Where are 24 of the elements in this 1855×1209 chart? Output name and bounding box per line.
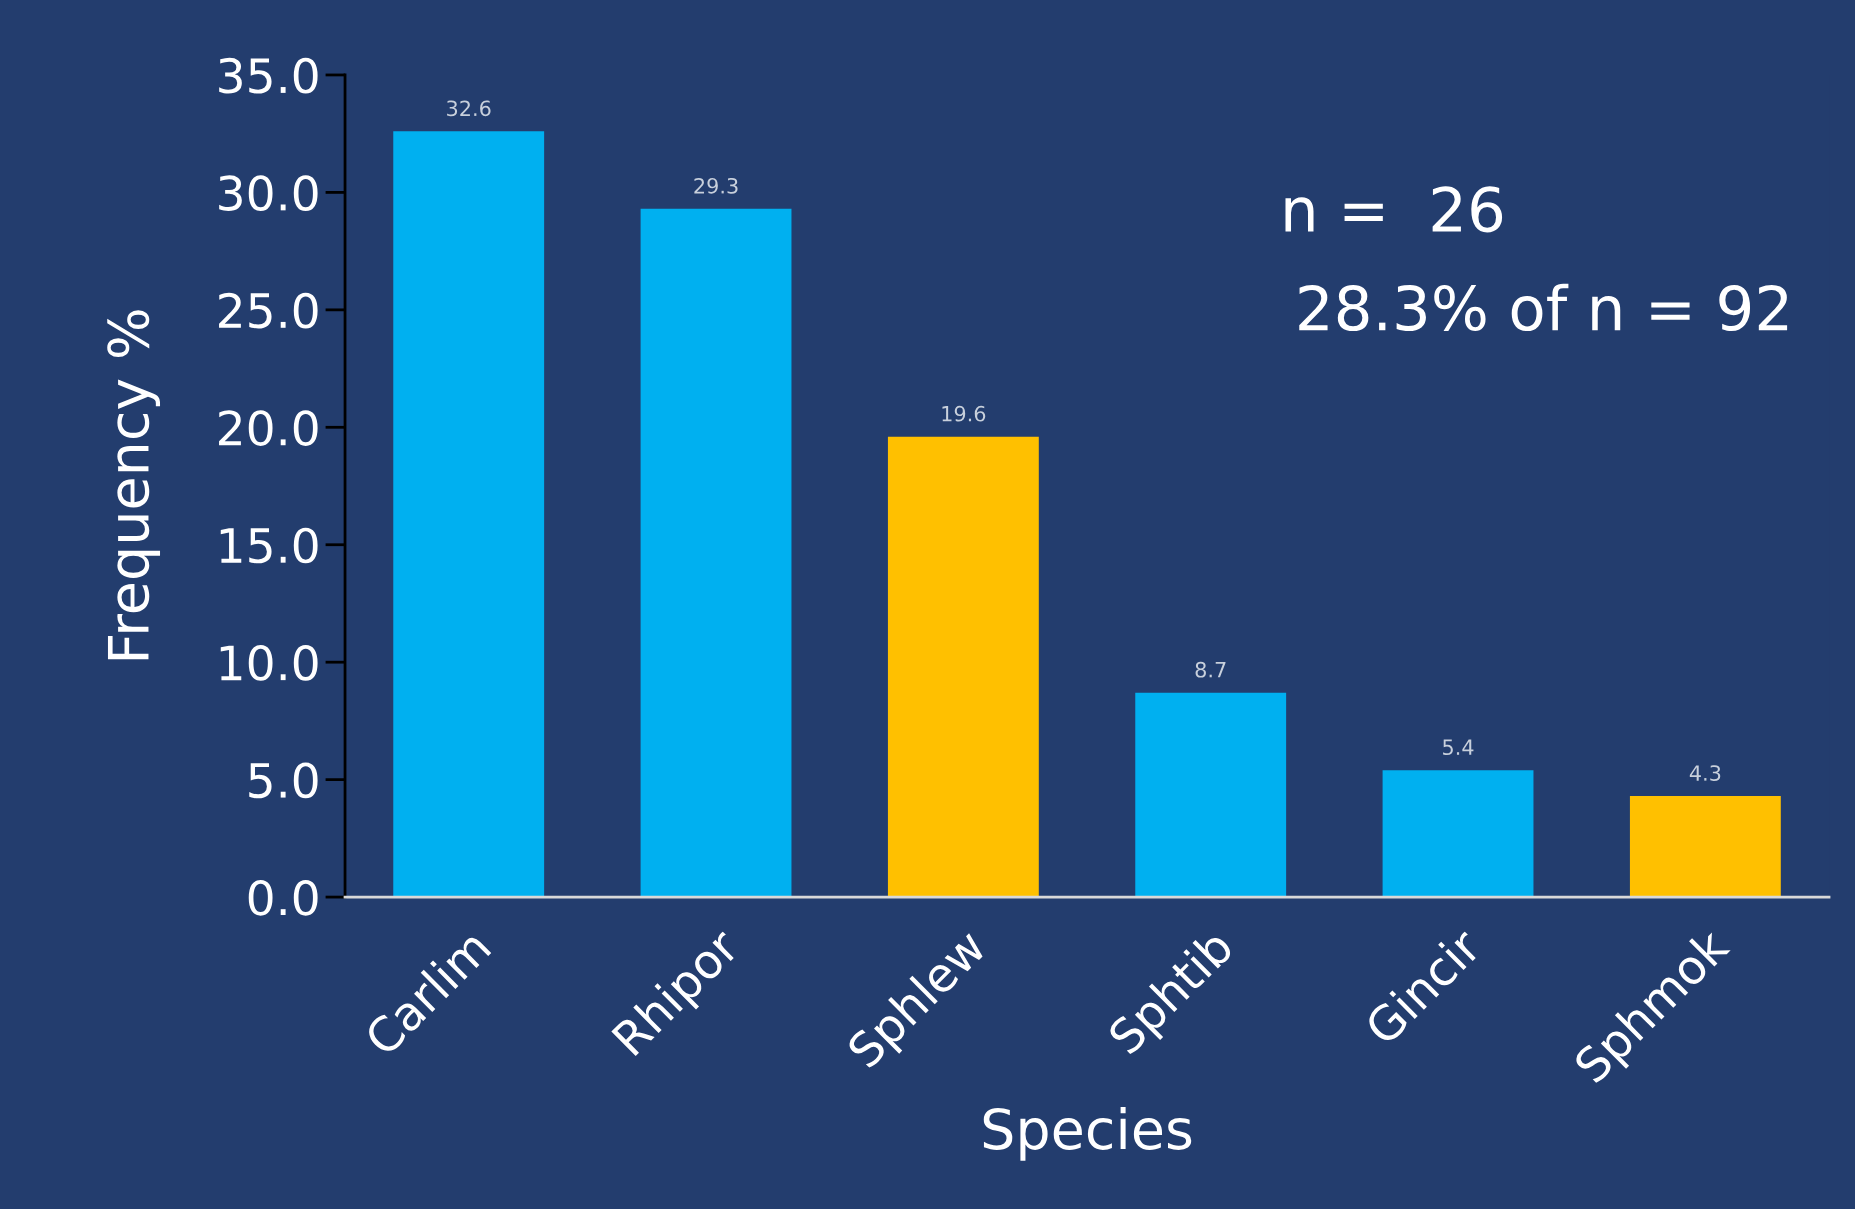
- data-label: 8.7: [1195, 661, 1226, 678]
- bar: [640, 208, 792, 898]
- data-label: 32.6: [447, 100, 491, 117]
- y-tick-label: 15.0: [220, 527, 318, 564]
- y-tick-label: 25.0: [219, 292, 318, 329]
- annotation: n = 26: [1285, 186, 1503, 233]
- bar: [393, 131, 545, 898]
- y-tick-label: 10.0: [220, 645, 318, 681]
- annotation: 28.3% of n = 92: [1299, 283, 1788, 332]
- bar: [1135, 692, 1287, 898]
- y-tick-label: 20.0: [219, 410, 318, 446]
- x-axis-title: Species: [983, 1106, 1192, 1161]
- bar: [887, 436, 1039, 898]
- data-label: 19.6: [942, 405, 986, 422]
- y-tick-label: 5.0: [249, 762, 318, 799]
- bar: [1382, 770, 1534, 898]
- y-tick-label: 30.0: [219, 175, 318, 212]
- data-label: 5.4: [1443, 739, 1474, 756]
- y-tick-label: 35.0: [219, 57, 318, 94]
- y-tick-label: 0.0: [248, 879, 318, 916]
- data-label: 29.3: [694, 177, 738, 194]
- data-label: 4.3: [1689, 765, 1721, 781]
- bar: [1629, 796, 1781, 898]
- y-axis-title: Frequency %: [107, 310, 161, 660]
